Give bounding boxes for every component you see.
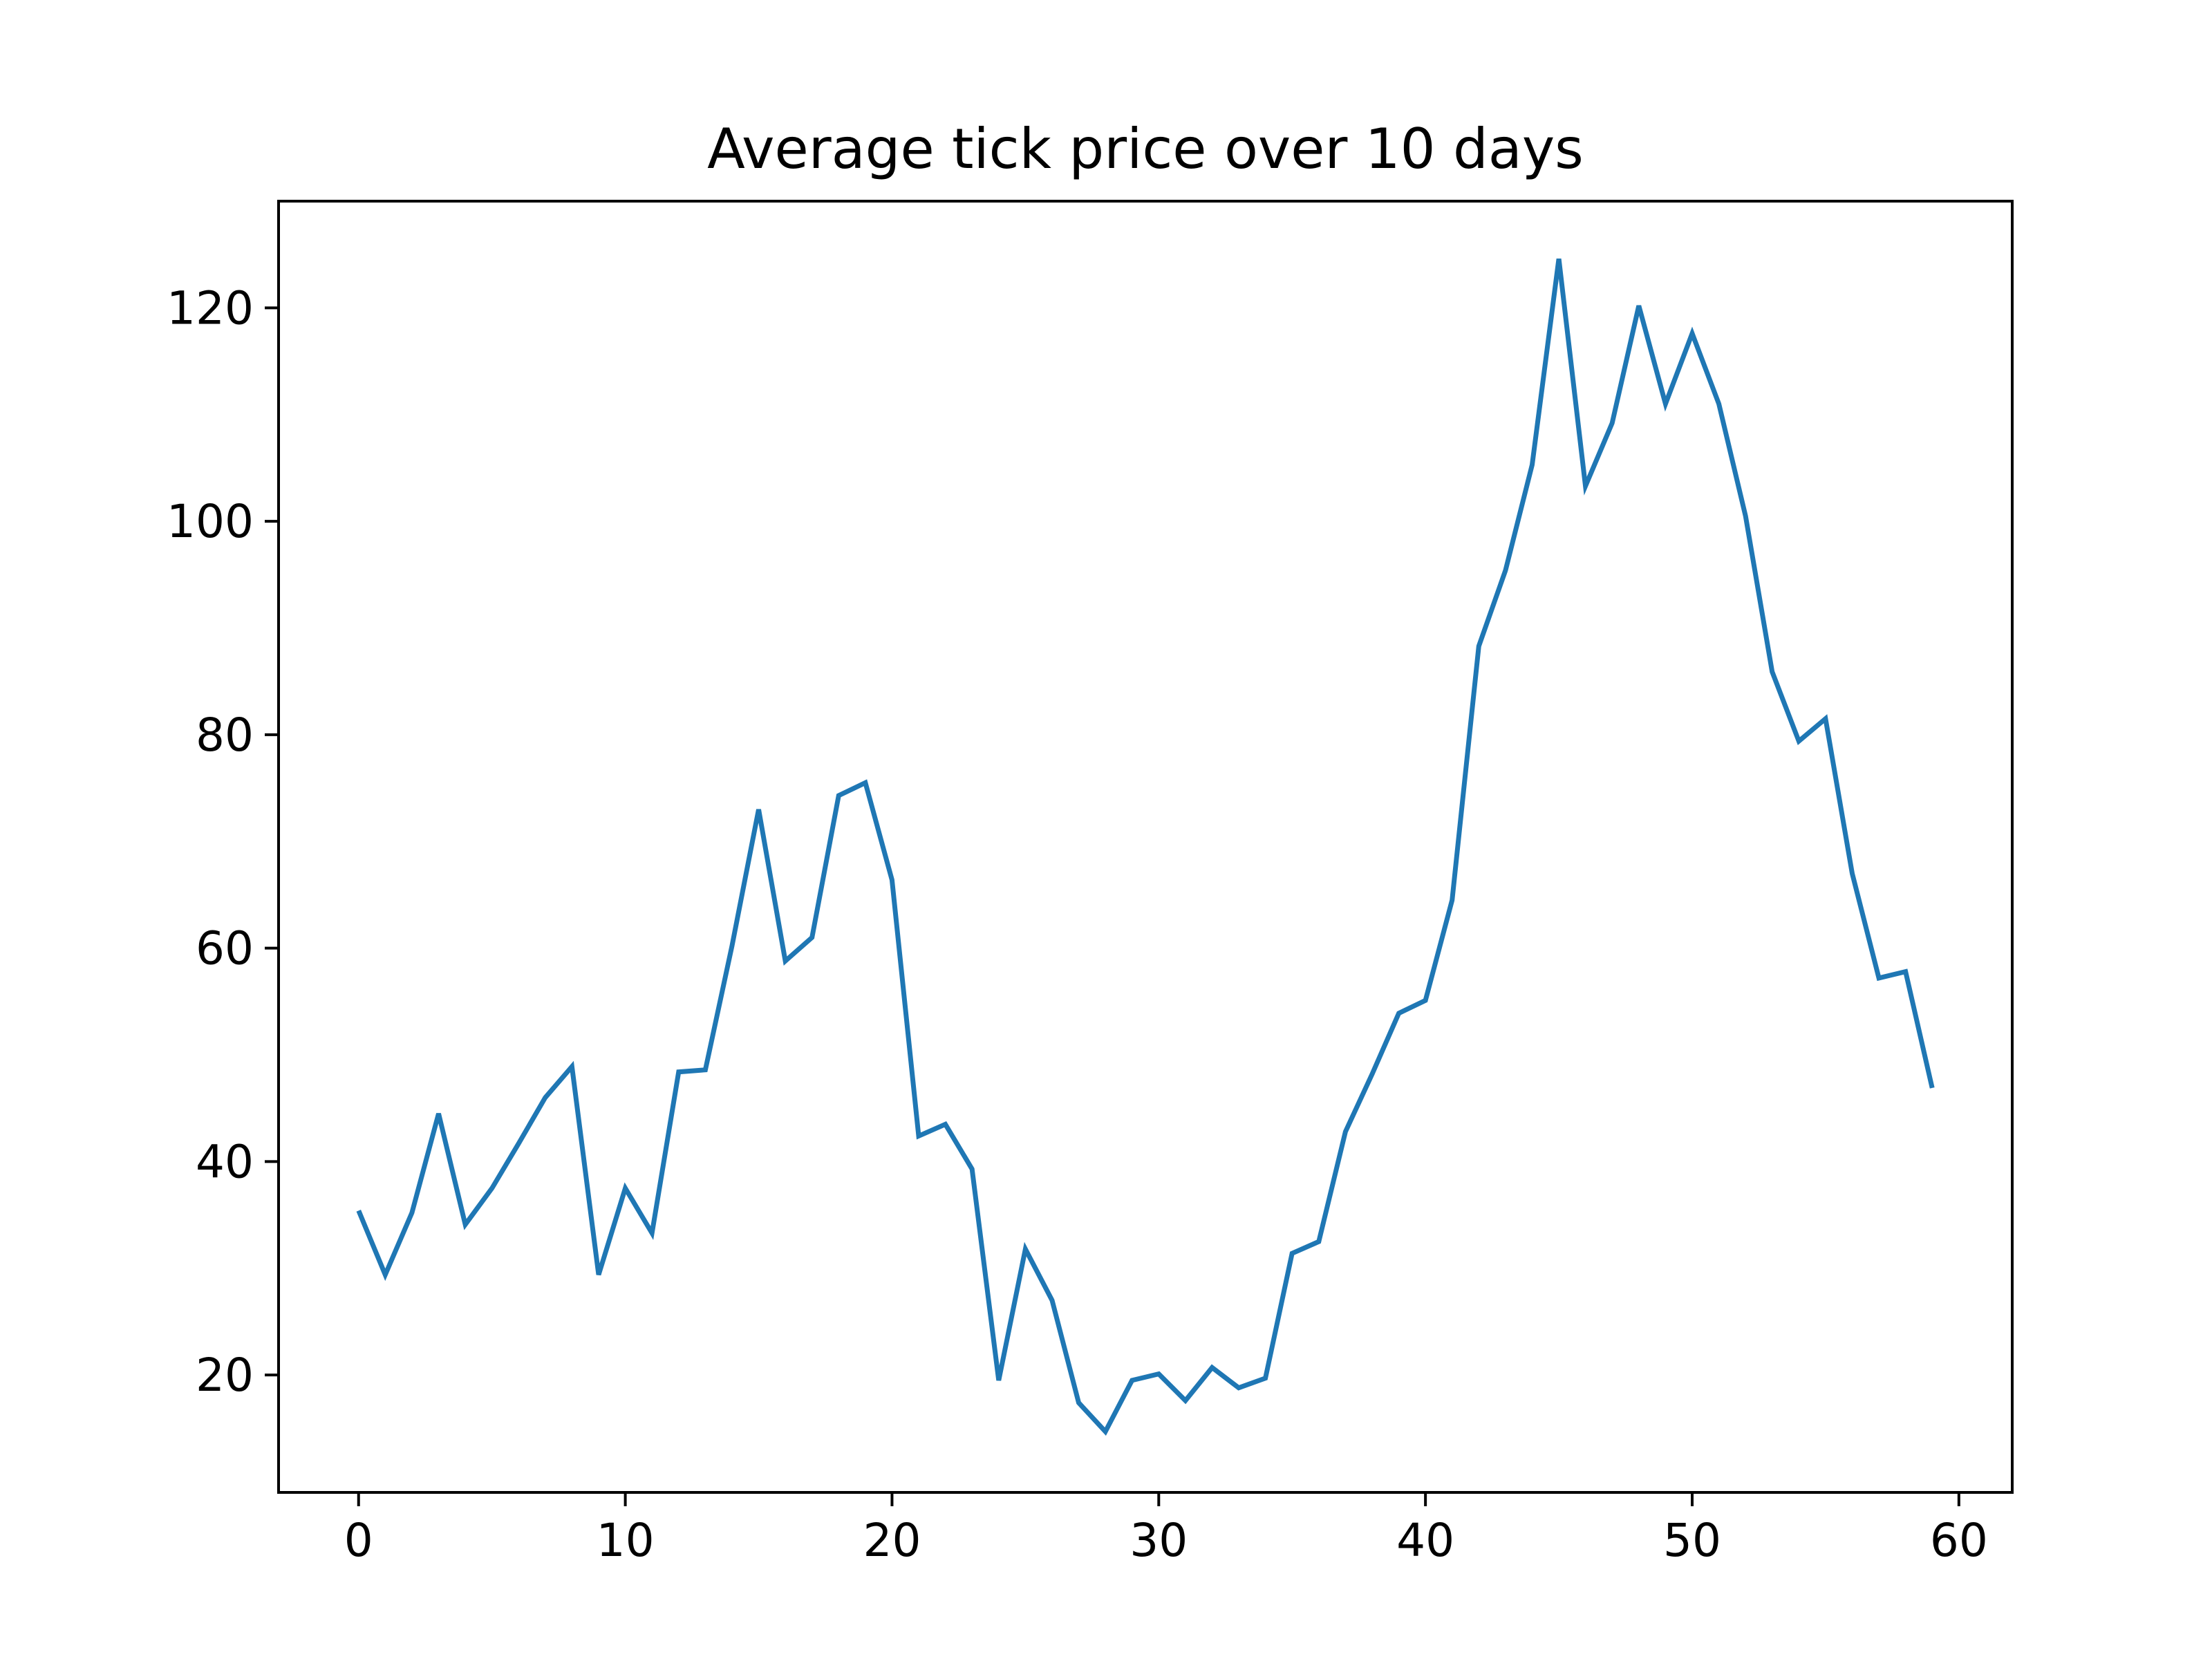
y-tick-label: 100 xyxy=(167,495,254,548)
x-tick-label: 50 xyxy=(1663,1514,1721,1567)
y-tick-label: 40 xyxy=(196,1135,254,1188)
series-line xyxy=(356,258,1935,1436)
plot-frame xyxy=(277,200,2014,1494)
x-tick-label: 30 xyxy=(1130,1514,1188,1567)
x-tick-label: 10 xyxy=(597,1514,655,1567)
y-tick-label: 60 xyxy=(196,922,254,975)
y-tick-label: 120 xyxy=(167,281,254,335)
y-tick-label: 80 xyxy=(196,709,254,762)
x-tick-label: 0 xyxy=(344,1514,373,1567)
y-axis: 20 40 60 80 100 120 xyxy=(167,281,279,1402)
x-axis: 0 10 20 30 40 50 60 xyxy=(344,1492,1988,1567)
x-tick-label: 40 xyxy=(1396,1514,1454,1567)
x-tick-label: 60 xyxy=(1930,1514,1988,1567)
y-tick-label: 20 xyxy=(196,1349,254,1402)
chart-title: Average tick price over 10 days xyxy=(707,117,1584,181)
plot-area xyxy=(356,258,1935,1436)
x-tick-label: 20 xyxy=(863,1514,921,1567)
